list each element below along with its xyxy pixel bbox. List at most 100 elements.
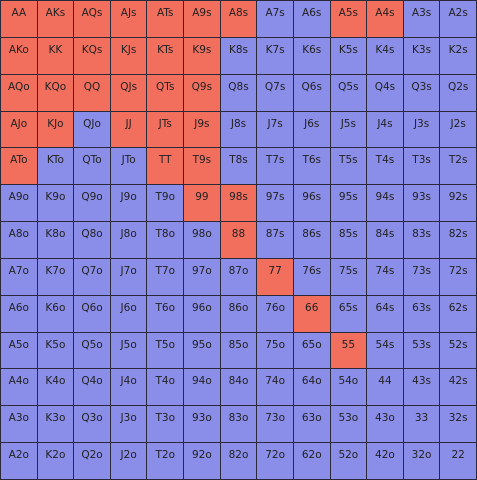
hand-cell[interactable]: T3o [147,406,184,443]
hand-cell[interactable]: 99 [184,185,220,222]
hand-cell[interactable]: Q3o [74,406,110,443]
hand-cell[interactable]: J3s [403,111,440,148]
hand-cell[interactable]: 92s [440,185,476,222]
hand-cell[interactable]: 74s [367,258,403,295]
hand-cell[interactable]: JTo [110,148,147,185]
hand-cell[interactable]: 95o [184,332,220,369]
hand-cell[interactable]: KK [37,37,74,74]
hand-cell[interactable]: 66 [293,295,330,332]
hand-cell[interactable]: 86s [293,222,330,258]
hand-cell[interactable]: 85s [330,222,367,258]
hand-cell[interactable]: K8o [37,222,74,258]
hand-cell[interactable]: Q8o [74,222,110,258]
hand-cell[interactable]: A5o [1,332,37,369]
hand-cell[interactable]: K6s [293,37,330,74]
hand-cell[interactable]: 83s [403,222,440,258]
hand-cell[interactable]: AKo [1,37,37,74]
hand-cell[interactable]: QTo [74,148,110,185]
hand-cell[interactable]: T8o [147,222,184,258]
hand-cell[interactable]: K2s [440,37,476,74]
hand-cell[interactable]: 86o [220,295,257,332]
hand-cell[interactable]: 64o [293,369,330,406]
hand-cell[interactable]: J4s [367,111,403,148]
hand-cell[interactable]: J4o [110,369,147,406]
hand-cell[interactable]: J5o [110,332,147,369]
hand-cell[interactable]: 32o [403,443,440,479]
hand-cell[interactable]: 43s [403,369,440,406]
hand-cell[interactable]: AQo [1,74,37,111]
hand-cell[interactable]: A6o [1,295,37,332]
hand-cell[interactable]: ATo [1,148,37,185]
hand-cell[interactable]: T7s [257,148,293,185]
hand-cell[interactable]: 53o [330,406,367,443]
hand-cell[interactable]: AKs [37,1,74,37]
hand-cell[interactable]: KTs [147,37,184,74]
hand-cell[interactable]: 65s [330,295,367,332]
hand-cell[interactable]: K4o [37,369,74,406]
hand-cell[interactable]: Q2s [440,74,476,111]
hand-cell[interactable]: A4s [367,1,403,37]
hand-cell[interactable]: Q7o [74,258,110,295]
hand-cell[interactable]: A4o [1,369,37,406]
hand-cell[interactable]: 82o [220,443,257,479]
hand-cell[interactable]: T5o [147,332,184,369]
hand-cell[interactable]: T9o [147,185,184,222]
hand-cell[interactable]: 22 [440,443,476,479]
hand-cell[interactable]: T2s [440,148,476,185]
hand-cell[interactable]: 98o [184,222,220,258]
hand-cell[interactable]: K2o [37,443,74,479]
hand-cell[interactable]: J9s [184,111,220,148]
hand-cell[interactable]: K7s [257,37,293,74]
hand-cell[interactable]: A9s [184,1,220,37]
hand-cell[interactable]: T3s [403,148,440,185]
hand-cell[interactable]: Q9s [184,74,220,111]
hand-cell[interactable]: J6o [110,295,147,332]
hand-cell[interactable]: QJo [74,111,110,148]
hand-cell[interactable]: K9o [37,185,74,222]
hand-cell[interactable]: K5o [37,332,74,369]
hand-cell[interactable]: 33 [403,406,440,443]
hand-cell[interactable]: Q8s [220,74,257,111]
hand-cell[interactable]: Q7s [257,74,293,111]
hand-cell[interactable]: T6s [293,148,330,185]
hand-cell[interactable]: T8s [220,148,257,185]
hand-cell[interactable]: T5s [330,148,367,185]
hand-cell[interactable]: 42s [440,369,476,406]
hand-cell[interactable]: T9s [184,148,220,185]
hand-cell[interactable]: 87s [257,222,293,258]
hand-cell[interactable]: 97s [257,185,293,222]
hand-cell[interactable]: 63s [403,295,440,332]
hand-cell[interactable]: 96o [184,295,220,332]
hand-cell[interactable]: K3o [37,406,74,443]
hand-cell[interactable]: 62s [440,295,476,332]
hand-cell[interactable]: AJo [1,111,37,148]
hand-cell[interactable]: 87o [220,258,257,295]
hand-cell[interactable]: 83o [220,406,257,443]
hand-cell[interactable]: A2o [1,443,37,479]
hand-cell[interactable]: K3s [403,37,440,74]
hand-cell[interactable]: A6s [293,1,330,37]
hand-cell[interactable]: K9s [184,37,220,74]
hand-cell[interactable]: K8s [220,37,257,74]
hand-cell[interactable]: 98s [220,185,257,222]
hand-cell[interactable]: Q9o [74,185,110,222]
hand-cell[interactable]: 32s [440,406,476,443]
hand-cell[interactable]: 92o [184,443,220,479]
hand-cell[interactable]: J7o [110,258,147,295]
hand-cell[interactable]: JJ [110,111,147,148]
hand-cell[interactable]: 85o [220,332,257,369]
hand-cell[interactable]: QJs [110,74,147,111]
hand-cell[interactable]: 76o [257,295,293,332]
hand-cell[interactable]: T7o [147,258,184,295]
hand-cell[interactable]: J2s [440,111,476,148]
hand-cell[interactable]: A9o [1,185,37,222]
hand-cell[interactable]: 55 [330,332,367,369]
hand-cell[interactable]: AJs [110,1,147,37]
hand-cell[interactable]: Q3s [403,74,440,111]
hand-cell[interactable]: 42o [367,443,403,479]
hand-cell[interactable]: 75o [257,332,293,369]
hand-cell[interactable]: 43o [367,406,403,443]
hand-cell[interactable]: 97o [184,258,220,295]
hand-cell[interactable]: 94o [184,369,220,406]
hand-cell[interactable]: Q4o [74,369,110,406]
